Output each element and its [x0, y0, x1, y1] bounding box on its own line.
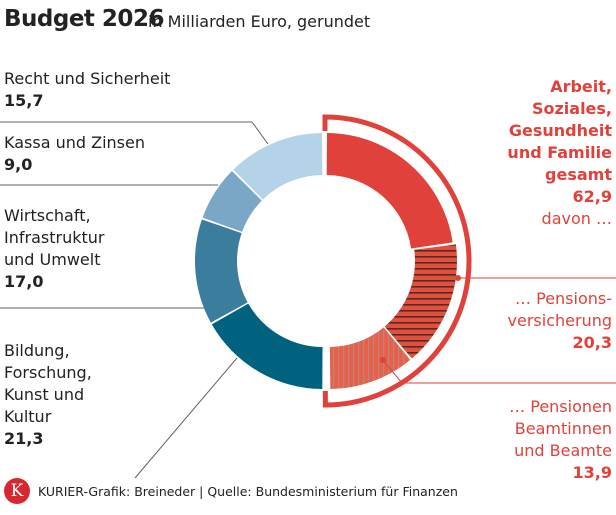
label-arbeit: Arbeit, Soziales, Gesundheit und Familie ges… — [507, 77, 612, 228]
slice-2 — [329, 327, 411, 389]
leader-beamte-dot — [380, 357, 386, 363]
footer: K KURIER-Grafik: Breineder | Quelle: Bun… — [4, 478, 458, 504]
leader-pension-dot — [455, 275, 461, 281]
slice-4 — [195, 219, 248, 323]
label-kassa: Kassa und Zinsen 9,0 — [4, 133, 145, 174]
label-pension: … Pensions-versicherung 20,3 — [507, 289, 612, 352]
leader-recht — [0, 121, 269, 145]
leader-bildung — [134, 357, 238, 479]
source-credit: KURIER-Grafik: Breineder | Quelle: Bunde… — [38, 483, 458, 499]
slice-0 — [326, 133, 453, 249]
slice-3 — [211, 303, 323, 389]
label-wirtschaft: Wirtschaft, Infrastruktur und Umwelt 17,0 — [4, 206, 105, 291]
chart-title: Budget 2026 — [4, 6, 164, 32]
group-bracket — [322, 114, 472, 408]
slice-5 — [202, 171, 262, 232]
kurier-logo: K — [4, 478, 30, 504]
slice-6 — [233, 133, 323, 200]
chart-subtitle: in Milliarden Euro, gerundet — [148, 12, 371, 31]
label-beamte: … Pensionen Beamtinnen und Beamte 13,9 — [509, 397, 612, 482]
label-recht: Recht und Sicherheit 15,7 — [4, 69, 171, 110]
slice-1 — [384, 244, 457, 359]
label-bildung: Bildung, Forschung, Kunst und Kultur 21,3 — [4, 341, 92, 448]
